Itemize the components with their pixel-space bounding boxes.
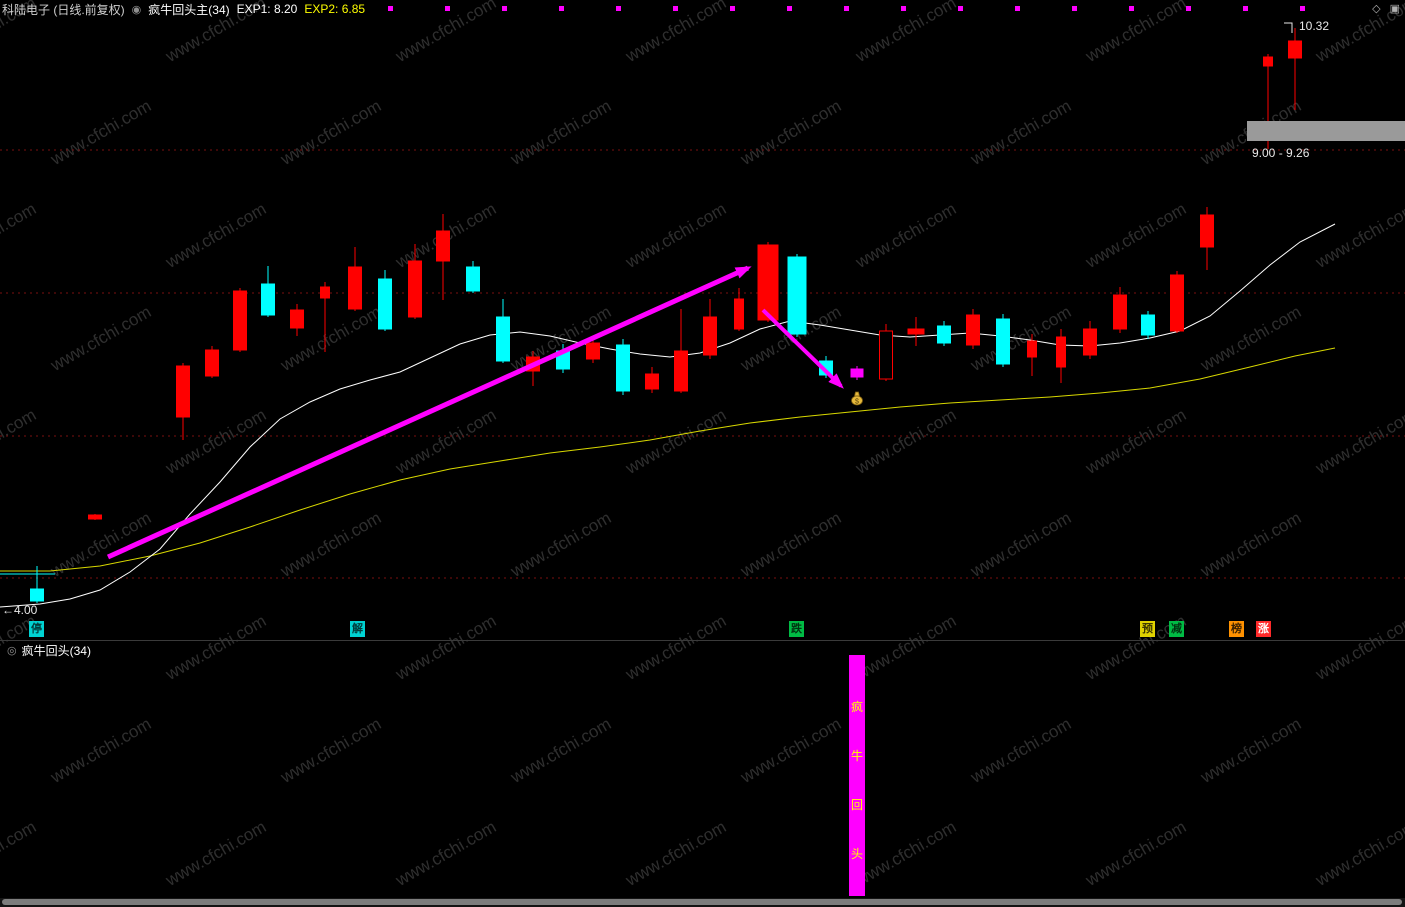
- low-price-label: ←4.00: [2, 603, 38, 617]
- candle-red: [734, 288, 744, 331]
- signal-char: 头: [850, 847, 863, 861]
- candle-cyan: [496, 299, 510, 363]
- event-markers-row: 停 解 跌 预减 榜涨: [0, 621, 1405, 638]
- price-range-box: [1247, 121, 1405, 141]
- svg-text:$: $: [855, 399, 859, 406]
- top-signal-dot: [1243, 6, 1248, 11]
- candle-cyan: [616, 339, 630, 395]
- candle-red: [408, 244, 422, 319]
- top-signal-dot: [616, 6, 621, 11]
- candle-red: [205, 346, 219, 378]
- candle-red: [1083, 321, 1097, 359]
- candle-cyan: [787, 254, 807, 337]
- ma-line-yellow: [0, 347, 1336, 572]
- sub-indicator-icon[interactable]: ◎: [7, 645, 17, 657]
- signal-bar: [849, 655, 865, 896]
- top-signal-dot: [787, 6, 792, 11]
- candle-cyan: [937, 321, 951, 346]
- candle-magenta: [850, 366, 864, 380]
- candle-cyan: [378, 270, 392, 331]
- top-signal-dot: [958, 6, 963, 11]
- candle-cyan: [466, 261, 480, 293]
- diamond-icon[interactable]: ◇: [1372, 3, 1381, 15]
- candle-red: [1170, 271, 1184, 333]
- sub-panel-header: ◎ 疯牛回头(34): [7, 642, 91, 659]
- candle-red: [586, 337, 600, 363]
- candle-red: [290, 304, 304, 336]
- top-signal-dot: [901, 6, 906, 11]
- signal-char: 牛: [850, 749, 863, 763]
- candle-red: [1288, 28, 1302, 110]
- panel-splitter[interactable]: [0, 640, 1405, 641]
- candle-red: [320, 282, 330, 352]
- event-tag[interactable]: 预: [1140, 621, 1155, 637]
- top-signal-dot: [673, 6, 678, 11]
- candle-cyan: [819, 356, 833, 378]
- candle-red: [879, 324, 893, 381]
- window-controls: ◇ ▣: [1372, 2, 1400, 15]
- signal-char: 疯: [850, 700, 863, 714]
- money-bag-icon: $: [851, 391, 863, 406]
- top-signal-dot: [1072, 6, 1077, 11]
- event-tag[interactable]: 涨: [1256, 621, 1271, 637]
- event-tag[interactable]: 榜: [1229, 621, 1244, 637]
- top-signal-dot: [1186, 6, 1191, 11]
- candle-red: [674, 309, 688, 393]
- candle-red: [1200, 207, 1214, 270]
- candle-red: [1056, 329, 1066, 383]
- window-icon[interactable]: ▣: [1389, 3, 1400, 15]
- top-signal-dot: [844, 6, 849, 11]
- top-signal-dot: [559, 6, 564, 11]
- horizontal-scrollbar[interactable]: [0, 898, 1405, 907]
- top-signal-dot: [445, 6, 450, 11]
- trend-arrow: [106, 265, 752, 560]
- top-signal-dot: [502, 6, 507, 11]
- top-signal-dot: [1129, 6, 1134, 11]
- sub-indicator-label[interactable]: 疯牛回头(34): [21, 644, 91, 658]
- top-signal-dot: [1015, 6, 1020, 11]
- candle-red: [907, 317, 925, 346]
- trend-arrow: [761, 308, 844, 389]
- ma-line-white: [0, 223, 1336, 608]
- candle-red: [176, 363, 190, 440]
- candle-red: [645, 367, 659, 393]
- high-price-label: 10.32: [1299, 19, 1330, 33]
- top-signal-dot: [388, 6, 393, 11]
- exp1-value: EXP1: 8.20: [236, 2, 298, 16]
- candle-red: [1027, 334, 1037, 376]
- candle-cyan: [996, 314, 1010, 367]
- candle-red: [1113, 287, 1127, 333]
- event-tag[interactable]: 跌: [789, 621, 804, 637]
- candle-cyan: [261, 266, 275, 317]
- top-signal-dot: [1300, 6, 1305, 11]
- top-signal-dot: [730, 6, 735, 11]
- price-range-label: 9.00 - 9.26: [1252, 146, 1310, 160]
- event-tag[interactable]: 解: [350, 621, 365, 637]
- main-indicator-label[interactable]: 疯牛回头主(34): [148, 2, 230, 17]
- candle-red: [436, 214, 450, 300]
- candle-red: [233, 288, 247, 352]
- event-tag[interactable]: 停: [29, 621, 44, 637]
- candle-red: [966, 309, 980, 349]
- candle-red: [703, 299, 717, 359]
- candle-red: [88, 514, 102, 520]
- exp2-value: EXP2: 6.85: [304, 2, 366, 16]
- candle-red: [757, 242, 779, 322]
- scrollbar-thumb[interactable]: [2, 899, 1402, 905]
- candle-cyan: [30, 566, 44, 603]
- chart-titlebar: 科陆电子 (日线.前复权) ◉ 疯牛回头主(34) EXP1: 8.20 EXP…: [2, 1, 365, 17]
- event-tag[interactable]: 减: [1169, 621, 1184, 637]
- indicator-icon[interactable]: ◉: [131, 3, 142, 16]
- signal-char: 回: [850, 798, 863, 812]
- stock-title: 科陆电子 (日线.前复权): [2, 2, 125, 17]
- candle-red: [348, 247, 362, 311]
- candle-cyan: [1141, 311, 1155, 339]
- high-price-pointer: [1284, 22, 1293, 33]
